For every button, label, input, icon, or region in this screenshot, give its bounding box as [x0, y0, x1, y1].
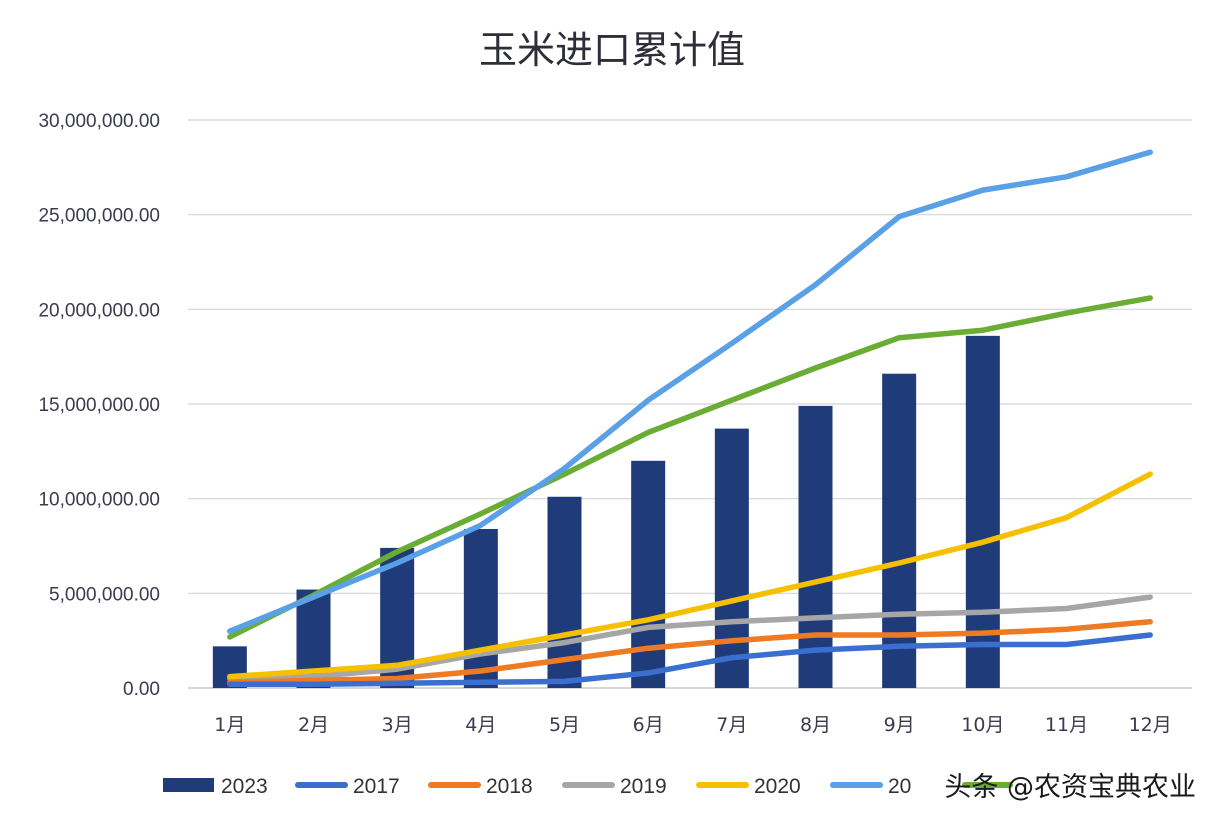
bar-2023 [631, 460, 666, 688]
x-tick-label: 7月 [716, 714, 747, 736]
y-tick-label: 25,000,000.00 [38, 206, 160, 227]
x-tick-label: 9月 [884, 714, 915, 736]
y-tick-label: 30,000,000.00 [38, 111, 160, 132]
x-tick-label: 4月 [465, 714, 496, 736]
line-2017 [227, 632, 1153, 687]
x-tick-label: 2月 [298, 714, 329, 736]
x-tick-label: 11月 [1045, 714, 1088, 736]
legend-label: 2020 [754, 775, 801, 798]
x-tick-label: 6月 [633, 714, 664, 736]
x-tick-label: 1月 [214, 714, 245, 736]
y-tick-label: 10,000,000.00 [38, 490, 160, 511]
legend-label: 2023 [221, 775, 268, 798]
line-2020 [227, 471, 1153, 680]
chart-title: 玉米进口累计值 [479, 28, 745, 72]
y-tick-label: 5,000,000.00 [49, 584, 160, 605]
y-tick-label: 20,000,000.00 [38, 300, 160, 321]
line-2022 [227, 295, 1153, 640]
legend-label: 2019 [620, 775, 667, 798]
line-2019 [227, 594, 1153, 682]
line-2021 [227, 149, 1153, 634]
line-2018 [227, 618, 1153, 686]
y-tick-label: 15,000,000.00 [38, 395, 160, 416]
watermark-text: 头条 @农资宝典农业 [944, 772, 1196, 803]
bar-2023 [463, 528, 498, 688]
x-tick-label: 12月 [1129, 714, 1172, 736]
legend-swatch-2023 [163, 778, 214, 792]
x-tick-label: 8月 [800, 714, 831, 736]
x-tick-label: 3月 [382, 714, 413, 736]
bar-2023 [965, 335, 1000, 688]
legend: 2023 2017 2018 2019 2020 20 [163, 775, 1013, 798]
axes: 0.00 5,000,000.00 10,000,000.00 15,000,000.… [38, 111, 1171, 736]
bar-2023 [714, 428, 749, 688]
y-tick-label: 0.00 [123, 679, 160, 700]
legend-label: 2018 [486, 775, 533, 798]
line-series [227, 149, 1153, 687]
grid [188, 119, 1192, 689]
bar-2023 [882, 373, 917, 688]
x-tick-label: 5月 [549, 714, 580, 736]
legend-label: 2017 [353, 775, 400, 798]
legend-label: 20 [888, 775, 911, 798]
x-tick-label: 10月 [961, 714, 1004, 736]
bar-2023 [798, 405, 833, 688]
